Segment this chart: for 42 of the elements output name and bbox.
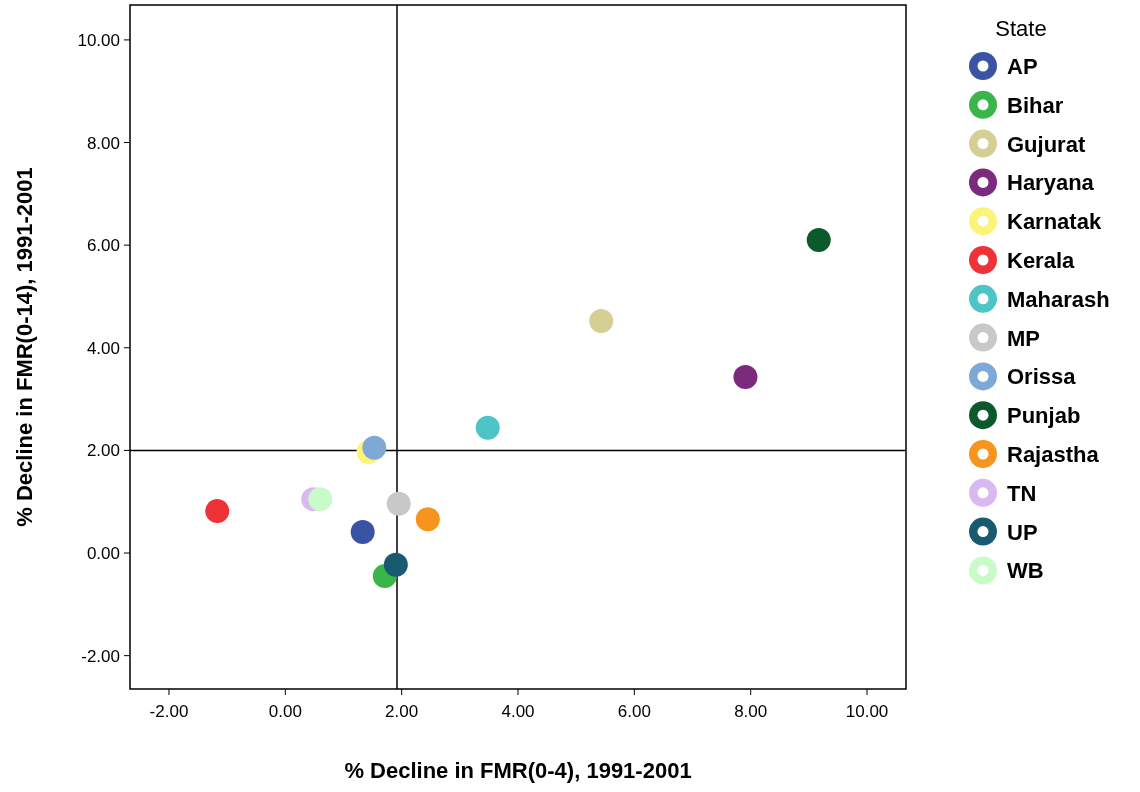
y-tick-label: 4.00 <box>86 338 120 358</box>
legend-label: Bihar <box>1007 92 1064 118</box>
point <box>386 491 411 516</box>
y-tick-label: 0.00 <box>86 544 120 564</box>
x-tick-label: 6.00 <box>617 702 651 721</box>
legend-label: WB <box>1007 558 1044 584</box>
y-tick-label: 8.00 <box>86 133 120 153</box>
y-axis-title: % Decline in FMR(0-14), 1991-2001 <box>12 167 37 527</box>
point <box>308 487 333 512</box>
x-tick-label: 2.00 <box>385 702 419 721</box>
legend-title: State <box>995 16 1047 41</box>
legend-label: Maharash <box>1007 286 1110 312</box>
legend-label: Orissa <box>1007 364 1077 390</box>
x-tick-label: 10.00 <box>845 702 889 721</box>
legend-label: MP <box>1007 325 1040 351</box>
x-tick-label: 0.00 <box>268 702 302 721</box>
x-tick-label: 4.00 <box>501 702 535 721</box>
legend-label: TN <box>1007 480 1037 506</box>
x-tick-label: -2.00 <box>149 702 189 721</box>
legend-label: Kerala <box>1007 248 1076 273</box>
point <box>415 507 440 532</box>
legend-label: Haryana <box>1007 170 1095 196</box>
x-axis-title: % Decline in FMR(0-4), 1991-2001 <box>344 758 692 783</box>
x-tick-label: 8.00 <box>734 702 768 721</box>
legend-label: Punjab <box>1007 403 1081 429</box>
y-tick-label: 6.00 <box>86 236 120 256</box>
y-tick-label: -2.00 <box>81 646 120 666</box>
y-tick-label: 10.00 <box>77 30 120 50</box>
point <box>733 365 758 390</box>
legend-label: Rajastha <box>1007 442 1100 467</box>
point <box>475 415 500 440</box>
point <box>806 228 831 253</box>
point <box>350 519 375 544</box>
legend-label: Gujurat <box>1007 131 1086 157</box>
point <box>362 435 387 460</box>
point <box>589 309 614 334</box>
point <box>205 498 230 523</box>
point <box>383 552 408 577</box>
legend-label: Karnatak <box>1007 209 1102 235</box>
y-tick-label: 2.00 <box>86 441 120 461</box>
legend-label: UP <box>1007 519 1038 545</box>
legend-label: AP <box>1007 54 1038 79</box>
